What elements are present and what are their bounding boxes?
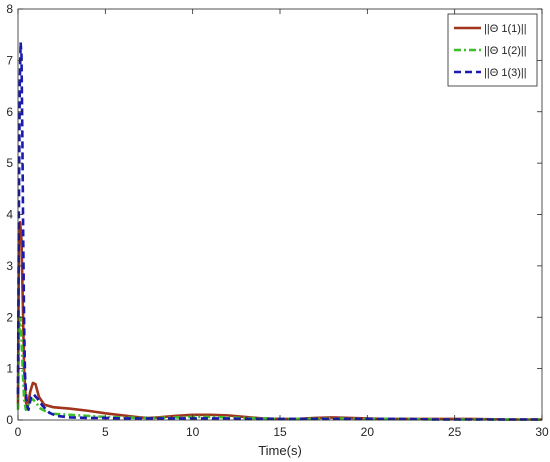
x-tick-label: 15 — [273, 425, 287, 439]
ticks-layer: 0 5 10 15 20 25 30 0 1 2 3 4 5 6 7 8 — [6, 2, 549, 439]
y-tick-label: 0 — [6, 413, 13, 427]
x-tick-label: 5 — [102, 425, 109, 439]
y-tick-label: 4 — [6, 208, 13, 222]
x-tick-label: 10 — [186, 425, 200, 439]
legend-entry-1: ||Θ 1(1)|| — [484, 23, 527, 35]
y-tick-label: 1 — [6, 362, 13, 376]
x-tick-label: 0 — [15, 425, 22, 439]
y-tick-label: 7 — [6, 53, 13, 67]
legend-box — [447, 13, 538, 87]
x-tick-label: 20 — [361, 425, 375, 439]
legend: ||Θ 1(1)|| ||Θ 1(2)|| ||Θ 1(3)|| — [447, 13, 538, 87]
x-tick-label: 30 — [535, 425, 549, 439]
legend-entry-3: ||Θ 1(3)|| — [484, 67, 527, 79]
y-tick-label: 2 — [6, 310, 13, 324]
y-tick-label: 5 — [6, 156, 13, 170]
x-axis-label: Time(s) — [258, 443, 302, 458]
y-tick-label: 8 — [6, 2, 13, 16]
series-line-3 — [16, 41, 542, 421]
y-tick-label: 3 — [6, 259, 13, 273]
x-tick-label: 25 — [448, 425, 462, 439]
series-layer — [16, 41, 542, 421]
y-tick-label: 6 — [6, 105, 13, 119]
legend-entry-2: ||Θ 1(2)|| — [484, 45, 527, 57]
